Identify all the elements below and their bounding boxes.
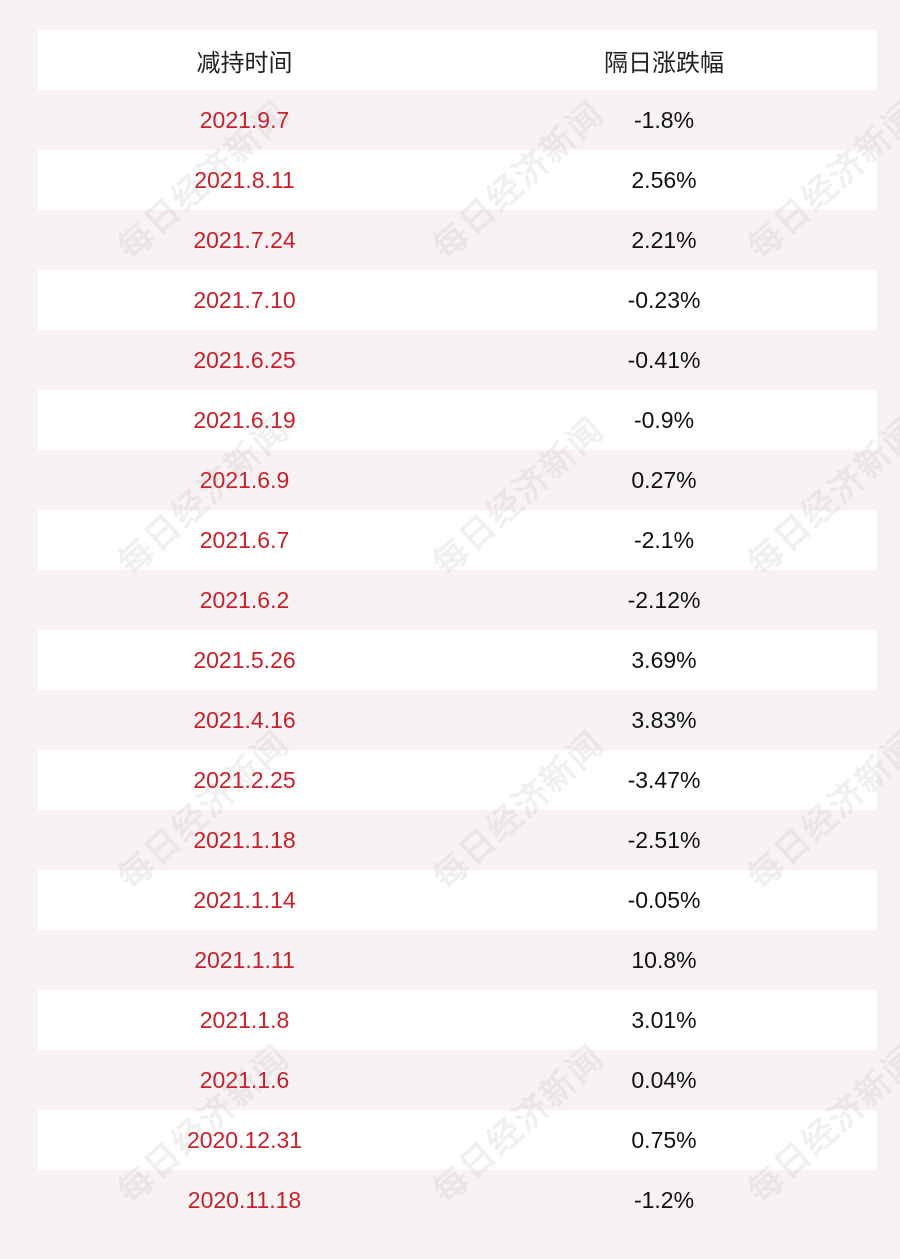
table-row: 2021.7.24 2.21% [38, 210, 877, 270]
row-date: 2020.11.18 [187, 1186, 302, 1213]
row-date: 2021.6.7 [199, 526, 290, 553]
table-row: 2021.6.25 -0.41% [38, 330, 877, 390]
row-date: 2021.1.8 [199, 1006, 290, 1033]
row-change: 2.21% [631, 226, 697, 253]
table-row: 2021.9.7 -1.8% [38, 90, 877, 150]
table-row: 2021.1.14 -0.05% [38, 870, 877, 930]
row-date: 2021.7.24 [193, 226, 296, 253]
row-change: -3.47% [627, 766, 701, 793]
row-date: 2021.2.25 [193, 766, 296, 793]
row-change: 2.56% [631, 166, 697, 193]
row-date: 2021.6.2 [199, 586, 290, 613]
header-change: 隔日涨跌幅 [604, 49, 724, 77]
row-change: 3.69% [631, 646, 697, 673]
row-change: 0.04% [631, 1066, 697, 1093]
row-change: -2.51% [627, 826, 701, 853]
row-change: -0.05% [627, 886, 701, 913]
table-row: 2021.6.19 -0.9% [38, 390, 877, 450]
table-header: 减持时间 隔日涨跌幅 [38, 30, 877, 90]
row-date: 2021.9.7 [199, 106, 290, 133]
row-date: 2021.7.10 [193, 286, 296, 313]
row-date: 2021.5.26 [193, 646, 296, 673]
row-date: 2020.12.31 [186, 1126, 303, 1153]
row-change: -1.8% [633, 106, 695, 133]
table-row: 2021.8.11 2.56% [38, 150, 877, 210]
row-date: 2021.1.14 [193, 886, 296, 913]
row-date: 2021.6.19 [193, 406, 296, 433]
row-change: 3.01% [631, 1006, 697, 1033]
table-row: 2021.6.9 0.27% [38, 450, 877, 510]
row-change: -2.12% [627, 586, 701, 613]
row-date: 2021.1.6 [199, 1066, 290, 1093]
row-date: 2021.1.11 [194, 946, 295, 973]
table-row: 2021.5.26 3.69% [38, 630, 877, 690]
row-change: -0.23% [627, 286, 701, 313]
row-change: -1.2% [633, 1186, 695, 1213]
table-row: 2021.4.16 3.83% [38, 690, 877, 750]
table-row: 2021.7.10 -0.23% [38, 270, 877, 330]
table-row: 2021.1.6 0.04% [38, 1050, 877, 1110]
table-row: 2021.6.2 -2.12% [38, 570, 877, 630]
header-date: 减持时间 [196, 49, 293, 77]
row-change: -0.41% [627, 346, 701, 373]
data-table: 减持时间 隔日涨跌幅 2021.9.7 -1.8% 2021.8.11 2.56… [38, 30, 877, 1230]
row-date: 2021.8.11 [194, 166, 295, 193]
row-change: -0.9% [633, 406, 695, 433]
table-row: 2021.6.7 -2.1% [38, 510, 877, 570]
row-change: 0.75% [631, 1126, 697, 1153]
table-row: 2021.2.25 -3.47% [38, 750, 877, 810]
row-change: 0.27% [631, 466, 697, 493]
row-date: 2021.6.25 [193, 346, 296, 373]
table-row: 2021.1.11 10.8% [38, 930, 877, 990]
table-row: 2020.11.18 -1.2% [38, 1170, 877, 1230]
table-row: 2021.1.8 3.01% [38, 990, 877, 1050]
row-date: 2021.6.9 [199, 466, 290, 493]
row-change: 10.8% [631, 946, 697, 973]
table-row: 2021.1.18 -2.51% [38, 810, 877, 870]
row-change: -2.1% [633, 526, 695, 553]
row-date: 2021.1.18 [193, 826, 296, 853]
row-date: 2021.4.16 [193, 706, 296, 733]
row-change: 3.83% [631, 706, 697, 733]
table-row: 2020.12.31 0.75% [38, 1110, 877, 1170]
